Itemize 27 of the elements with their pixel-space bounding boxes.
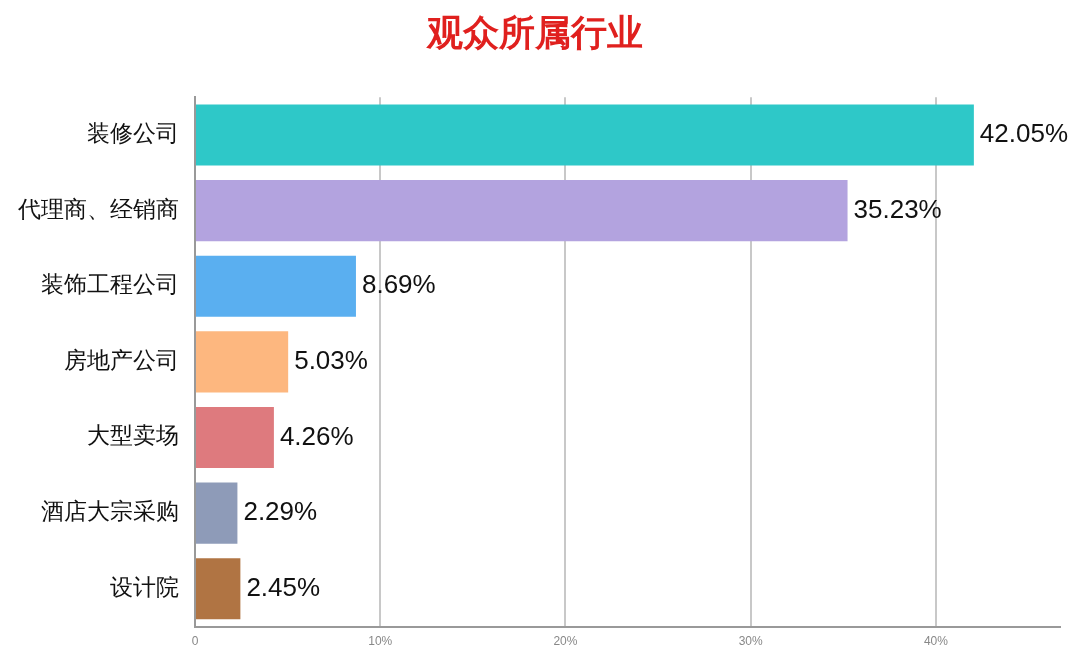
data-label: 2.45% bbox=[246, 571, 321, 602]
data-label: 42.05% bbox=[979, 118, 1069, 149]
y-tick-label: 房地产公司 bbox=[64, 346, 179, 373]
bar bbox=[196, 104, 974, 166]
bar bbox=[196, 255, 356, 317]
chart-title: 观众所属行业 bbox=[426, 11, 643, 53]
y-tick-label: 酒店大宗采购 bbox=[41, 498, 179, 525]
x-tick-label: 0 bbox=[191, 634, 199, 649]
y-tick-label: 大型卖场 bbox=[87, 422, 179, 449]
x-tick-label: 10% bbox=[368, 634, 393, 649]
y-tick-label: 装饰工程公司 bbox=[41, 271, 179, 298]
x-tick-label: 20% bbox=[553, 634, 578, 649]
bar bbox=[196, 180, 848, 242]
x-tick-label: 40% bbox=[923, 634, 949, 649]
y-tick-label: 代理商、经销商 bbox=[17, 195, 179, 222]
y-tick-label: 设计院 bbox=[110, 573, 179, 600]
x-tick-label: 30% bbox=[738, 634, 764, 649]
bar bbox=[196, 558, 241, 620]
bar bbox=[196, 406, 274, 469]
bar bbox=[196, 482, 238, 544]
data-label: 5.03% bbox=[294, 345, 368, 376]
data-label: 35.23% bbox=[853, 193, 942, 224]
data-label: 2.29% bbox=[243, 496, 318, 527]
data-label: 4.26% bbox=[279, 420, 354, 451]
data-label: 8.69% bbox=[361, 269, 436, 300]
y-tick-label: 装修公司 bbox=[87, 119, 179, 146]
bar bbox=[196, 331, 289, 393]
